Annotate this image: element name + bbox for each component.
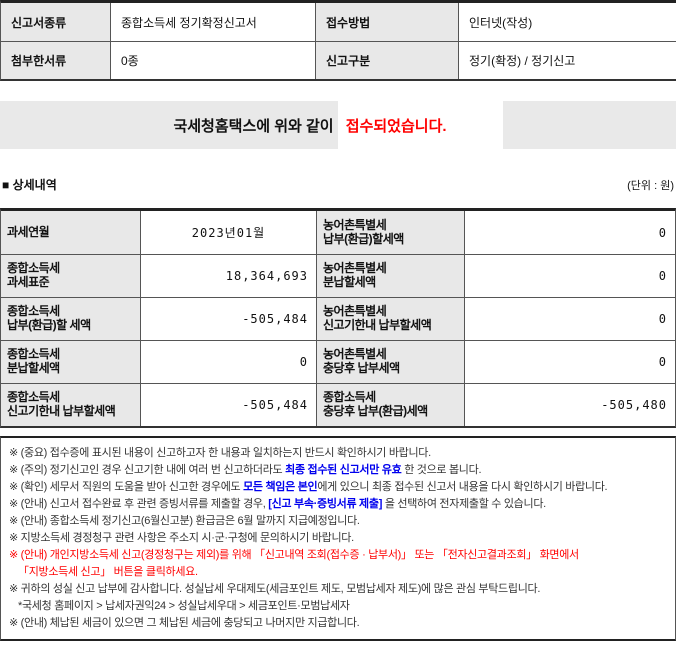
table-row: 종합소득세 신고기한내 납부할세액 -505,484 종합소득세 충당후 납부(… xyxy=(1,383,675,426)
table-row: 신고서종류 종합소득세 정기확정신고서 접수방법 인터넷(작성) xyxy=(1,3,676,41)
income-tax-base-label: 종합소득세 과세표준 xyxy=(1,255,141,297)
table-row: 종합소득세 납부(환급)할 세액 -505,484 농어촌특별세 신고기한내 납… xyxy=(1,297,675,340)
note-refund-schedule: ※ (안내) 종합소득세 정기신고(6월신고분) 환급금은 6월 말까지 지급예… xyxy=(9,515,360,528)
farm-tax-installment-value: 0 xyxy=(658,269,667,283)
income-tax-payable-value: -505,484 xyxy=(141,298,317,340)
attached-docs-value: 0종 xyxy=(111,42,316,79)
report-category-value: 정기(확정) / 정기신고 xyxy=(469,54,576,68)
table-row: 과세연월 2023년01월 농어촌특별세 납부(환급)할세액 0 xyxy=(1,211,675,254)
farm-tax-deadline-label: 농어촌특별세 신고기한내 납부할세액 xyxy=(317,298,465,340)
income-tax-deadline-value: -505,484 xyxy=(141,384,317,426)
unit-label: (단위 : 원) xyxy=(627,180,674,192)
receipt-summary-table: 신고서종류 종합소득세 정기확정신고서 접수방법 인터넷(작성) 첨부한서류 0… xyxy=(0,0,676,81)
receipt-method-label: 접수방법 xyxy=(316,3,459,41)
note-evidence-submit: ※ (안내) 신고서 접수완료 후 관련 증빙서류를 제출할 경우, [신고 부… xyxy=(9,498,546,511)
income-tax-payable-label: 종합소득세 납부(환급)할 세액 xyxy=(1,298,141,340)
section-title: ■ 상세내역 xyxy=(2,178,57,192)
tax-period-value: 2023년01월 xyxy=(141,211,317,254)
note-confirm: ※ (확인) 세무서 직원의 도움을 받아 신고한 경우에도 모든 책임은 본인… xyxy=(9,481,608,494)
farm-tax-installment-label: 농어촌특별세 분납할세액 xyxy=(317,255,465,297)
note-sincere-taxpayer: ※ 귀하의 성실 신고 납부에 감사합니다. 성실납세 우대제도(세금포인트 제… xyxy=(9,583,541,613)
farm-tax-after-offset-label: 농어촌특별세 충당후 납부세액 xyxy=(317,341,465,383)
note-local-income-tax: ※ (안내) 개인지방소득세 신고(경정청구는 제외)를 위해 「신고내역 조회… xyxy=(9,549,579,579)
note-arrears-offset: ※ (안내) 체납된 세금이 있으면 그 체납된 세금에 충당되고 나머지만 지… xyxy=(9,617,360,630)
income-tax-after-offset-value: -505,480 xyxy=(601,398,667,412)
emphasis-own-responsibility: 모든 책임은 본인 xyxy=(243,481,318,494)
acceptance-banner: 국세청홈택스에 위와 같이 접수되었습니다. xyxy=(0,100,676,150)
farm-tax-deadline-value: 0 xyxy=(658,312,667,326)
income-tax-deadline-label: 종합소득세 신고기한내 납부할세액 xyxy=(1,384,141,426)
banner-text: 국세청홈택스에 위와 같이 xyxy=(173,117,334,135)
emphasis-final-report-valid: 최종 접수된 신고서만 유효 xyxy=(285,464,402,477)
detail-table: 과세연월 2023년01월 농어촌특별세 납부(환급)할세액 0 종합소득세 과… xyxy=(0,208,676,428)
notes-box: ※ (중요) 접수증에 표시된 내용이 신고하고자 한 내용과 일치하는지 반드… xyxy=(0,436,676,641)
note-local-tax-inquiry: ※ 지방소득세 경정청구 관련 사항은 주소지 시·군·구청에 문의하시기 바랍… xyxy=(9,532,354,545)
note-caution: ※ (주의) 정기신고인 경우 신고기한 내에 여러 번 신고하더라도 최종 접… xyxy=(9,464,482,477)
attached-docs-label: 첨부한서류 xyxy=(1,42,111,79)
banner-accepted-text: 접수되었습니다. xyxy=(337,100,503,150)
income-tax-installment-value: 0 xyxy=(141,341,317,383)
farm-tax-payable-value: 0 xyxy=(658,225,667,240)
note-important: ※ (중요) 접수증에 표시된 내용이 신고하고자 한 내용과 일치하는지 반드… xyxy=(9,447,431,459)
receipt-method-value: 인터넷(작성) xyxy=(469,15,533,30)
emphasis-submit-menu: [신고 부속·증빙서류 제출] xyxy=(268,498,383,511)
farm-tax-payable-label: 농어촌특별세 납부(환급)할세액 xyxy=(317,211,465,254)
table-row: 종합소득세 과세표준 18,364,693 농어촌특별세 분납할세액 0 xyxy=(1,254,675,297)
detail-section-header: ■ 상세내역 (단위 : 원) xyxy=(0,175,676,193)
report-category-label: 신고구분 xyxy=(316,42,459,79)
report-type-value: 종합소득세 정기확정신고서 xyxy=(111,3,316,41)
income-tax-after-offset-label: 종합소득세 충당후 납부(환급)세액 xyxy=(317,384,465,426)
table-row: 첨부한서류 0종 신고구분 정기(확정) / 정기신고 xyxy=(1,41,676,79)
income-tax-installment-label: 종합소득세 분납할세액 xyxy=(1,341,141,383)
report-type-label: 신고서종류 xyxy=(1,3,111,41)
tax-period-label: 과세연월 xyxy=(1,211,141,254)
farm-tax-after-offset-value: 0 xyxy=(658,355,667,369)
table-row: 종합소득세 분납할세액 0 농어촌특별세 충당후 납부세액 0 xyxy=(1,340,675,383)
income-tax-base-value: 18,364,693 xyxy=(141,255,317,297)
